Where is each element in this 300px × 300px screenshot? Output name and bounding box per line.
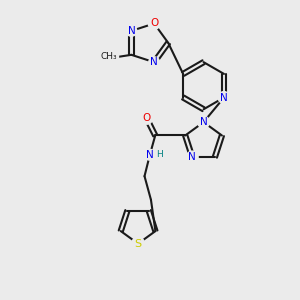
Circle shape bbox=[148, 18, 160, 29]
Circle shape bbox=[186, 151, 198, 163]
Text: N: N bbox=[146, 150, 154, 160]
Text: N: N bbox=[150, 57, 158, 67]
Text: N: N bbox=[200, 117, 207, 127]
Circle shape bbox=[145, 149, 155, 160]
Text: N: N bbox=[128, 26, 135, 36]
Circle shape bbox=[149, 57, 160, 68]
Circle shape bbox=[141, 112, 153, 124]
Circle shape bbox=[218, 92, 230, 104]
Circle shape bbox=[132, 237, 145, 250]
Text: O: O bbox=[142, 113, 151, 123]
Text: O: O bbox=[150, 19, 158, 28]
Circle shape bbox=[126, 26, 137, 36]
Text: N: N bbox=[188, 152, 196, 162]
Text: CH₃: CH₃ bbox=[100, 52, 117, 62]
Text: N: N bbox=[220, 92, 228, 103]
Text: S: S bbox=[134, 239, 142, 249]
Circle shape bbox=[99, 47, 119, 67]
Text: H: H bbox=[156, 150, 163, 159]
Circle shape bbox=[198, 116, 209, 128]
